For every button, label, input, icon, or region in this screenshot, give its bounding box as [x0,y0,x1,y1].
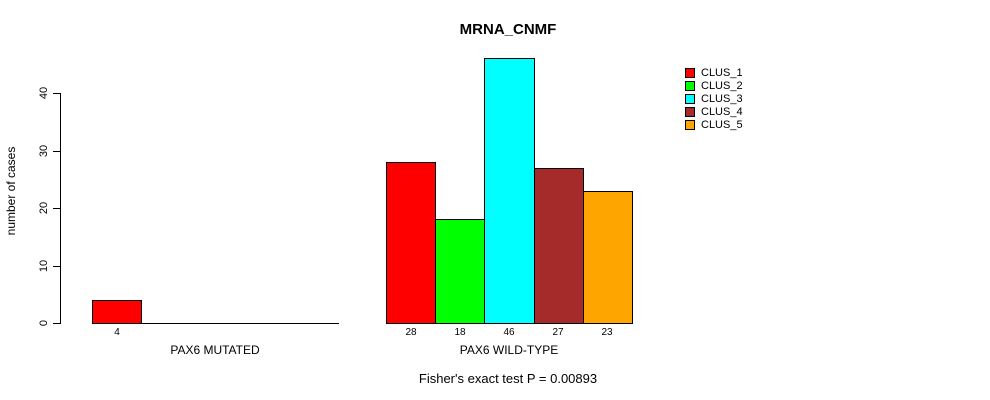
legend-label: CLUS_3 [701,92,743,105]
legend-swatch-icon [685,80,695,91]
group-label: PAX6 MUTATED [170,343,260,357]
bar-value-label: 27 [552,327,564,338]
bar-clus_1 [92,300,142,324]
bar-clus_1 [386,162,436,324]
legend-row: CLUS_1 [685,66,743,79]
legend-label: CLUS_2 [701,79,743,92]
legend-label: CLUS_5 [701,118,743,131]
y-axis-line [60,93,61,324]
legend-swatch-icon [685,93,695,104]
y-tick-mark [53,93,60,94]
fisher-test-caption: Fisher's exact test P = 0.00893 [418,371,598,386]
bar-value-label: 46 [503,327,515,338]
chart-title: MRNA_CNMF [459,21,557,38]
y-tick-mark [53,208,60,209]
y-tick-mark [53,323,60,324]
legend-swatch-icon [685,119,695,130]
legend-label: CLUS_4 [701,105,743,118]
y-tick-label: 40 [38,86,50,100]
bar-clus_4 [534,168,584,324]
group-label: PAX6 WILD-TYPE [459,343,559,357]
bar-value-label: 18 [454,327,466,338]
legend-swatch-icon [685,106,695,117]
y-tick-label: 0 [38,319,50,327]
bar-clus_5 [583,191,633,324]
legend-row: CLUS_4 [685,105,743,118]
legend: CLUS_1 CLUS_2 CLUS_3 CLUS_4 CLUS_5 [685,66,743,131]
y-tick-mark [53,151,60,152]
bar-value-label: 23 [601,327,613,338]
bar-value-label: 4 [114,327,120,338]
legend-row: CLUS_3 [685,92,743,105]
y-tick-label: 20 [38,201,50,215]
y-tick-mark [53,266,60,267]
legend-swatch-icon [685,67,695,78]
bar-value-label: 28 [405,327,417,338]
bar-clus_2 [435,219,485,324]
x-axis-baseline [92,323,339,324]
y-tick-label: 30 [38,144,50,158]
bar-clus_3 [484,58,535,324]
y-tick-label: 10 [38,259,50,273]
legend-row: CLUS_2 [685,79,743,92]
legend-label: CLUS_1 [701,66,743,79]
legend-row: CLUS_5 [685,118,743,131]
y-axis-label: number of cases [4,146,18,236]
